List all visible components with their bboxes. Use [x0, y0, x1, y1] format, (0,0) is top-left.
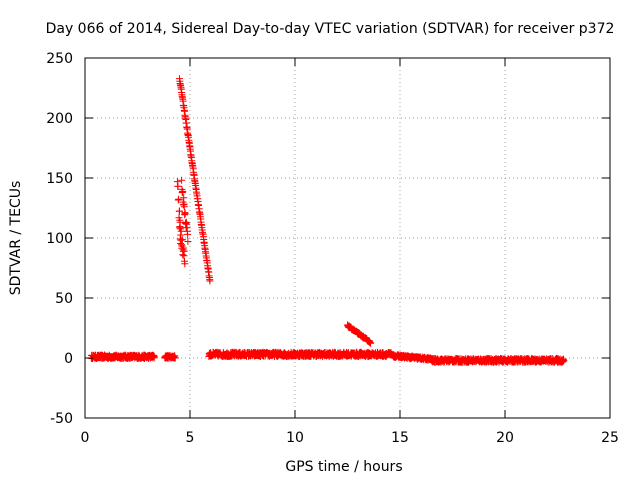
- y-tick-label: -50: [50, 411, 73, 427]
- x-tick-label: 5: [186, 430, 195, 446]
- chart-title: Day 066 of 2014, Sidereal Day-to-day VTE…: [46, 21, 615, 37]
- x-tick-label: 10: [286, 430, 304, 446]
- axis-ticks: 0 5 10 15 20 25 -50 0 50 100 150 200 250: [46, 51, 619, 446]
- x-tick-label: 25: [601, 430, 619, 446]
- y-tick-label: 200: [46, 111, 73, 127]
- x-tick-label: 15: [391, 430, 409, 446]
- x-axis-label: GPS time / hours: [285, 459, 402, 475]
- data-point-cluster: [388, 350, 435, 364]
- data-point-cluster: [176, 75, 214, 285]
- data-point-cluster: [428, 355, 568, 366]
- data-point-cluster: [205, 348, 396, 361]
- y-tick-label: 0: [64, 351, 73, 367]
- y-axis-label: SDTVAR / TECUs: [8, 181, 24, 296]
- data-point-cluster: [176, 207, 189, 268]
- data-point-cluster: [87, 351, 158, 363]
- y-tick-label: 50: [55, 291, 73, 307]
- data-point-cluster: [344, 321, 375, 347]
- y-tick-label: 150: [46, 171, 73, 187]
- y-tick-label: 100: [46, 231, 73, 247]
- data-point-cluster: [161, 351, 179, 362]
- y-tick-label: 250: [46, 51, 73, 67]
- data-points: [87, 75, 568, 366]
- data-point-cluster: [178, 176, 192, 245]
- x-tick-label: 0: [81, 430, 90, 446]
- x-tick-label: 20: [496, 430, 514, 446]
